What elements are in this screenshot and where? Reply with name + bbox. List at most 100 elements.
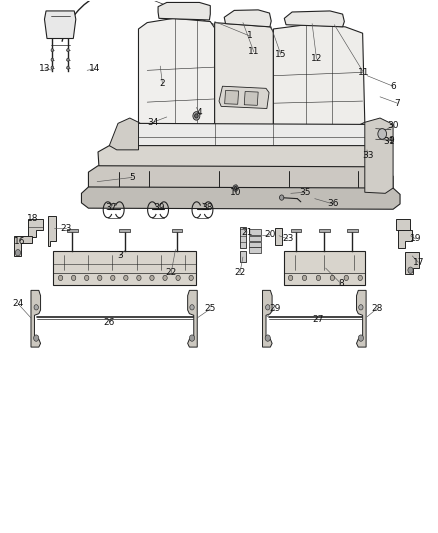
Polygon shape: [28, 219, 43, 237]
Polygon shape: [172, 229, 182, 232]
Circle shape: [233, 185, 238, 191]
Circle shape: [34, 335, 39, 341]
Circle shape: [279, 195, 284, 200]
Text: 14: 14: [89, 64, 101, 73]
Text: 22: 22: [234, 268, 246, 277]
Circle shape: [124, 275, 128, 280]
Text: 12: 12: [311, 54, 322, 63]
Polygon shape: [396, 219, 410, 237]
Polygon shape: [405, 252, 419, 274]
Polygon shape: [291, 229, 301, 232]
Text: 19: 19: [410, 235, 421, 244]
Polygon shape: [319, 229, 329, 232]
Polygon shape: [48, 216, 56, 246]
Circle shape: [189, 275, 193, 280]
Polygon shape: [398, 230, 412, 248]
Text: 3: 3: [117, 252, 123, 261]
Text: 17: 17: [413, 258, 424, 266]
Polygon shape: [357, 290, 366, 347]
Polygon shape: [284, 251, 364, 285]
Text: 34: 34: [147, 118, 159, 127]
Polygon shape: [250, 242, 261, 247]
Circle shape: [358, 275, 362, 280]
Polygon shape: [250, 229, 261, 235]
Polygon shape: [240, 227, 246, 248]
Circle shape: [358, 335, 364, 341]
Circle shape: [408, 267, 413, 273]
Polygon shape: [110, 118, 138, 150]
Polygon shape: [67, 229, 78, 232]
Polygon shape: [244, 92, 258, 106]
Text: 26: 26: [104, 318, 115, 327]
Circle shape: [67, 66, 69, 69]
Circle shape: [288, 275, 293, 280]
Text: 39: 39: [153, 203, 165, 212]
Polygon shape: [118, 123, 377, 151]
Text: 4: 4: [197, 108, 202, 117]
Text: 33: 33: [362, 151, 374, 160]
Polygon shape: [365, 118, 393, 193]
Polygon shape: [45, 11, 76, 38]
Polygon shape: [284, 11, 344, 27]
Circle shape: [265, 305, 270, 310]
Circle shape: [15, 249, 21, 256]
Circle shape: [302, 275, 307, 280]
Text: 29: 29: [269, 304, 280, 313]
Text: 28: 28: [371, 304, 382, 313]
Text: 36: 36: [327, 199, 339, 208]
Circle shape: [150, 275, 154, 280]
Polygon shape: [98, 146, 385, 172]
Circle shape: [67, 58, 69, 61]
Text: 1: 1: [247, 31, 252, 41]
Text: 11: 11: [248, 47, 260, 56]
Text: 38: 38: [201, 203, 212, 212]
Text: 22: 22: [166, 268, 177, 277]
Circle shape: [85, 275, 89, 280]
Polygon shape: [240, 251, 246, 262]
Text: 9: 9: [388, 136, 394, 146]
Polygon shape: [119, 229, 130, 232]
Polygon shape: [224, 10, 271, 27]
Text: 15: 15: [275, 50, 286, 59]
Circle shape: [193, 112, 200, 120]
Polygon shape: [250, 236, 261, 241]
Circle shape: [316, 275, 321, 280]
Text: 27: 27: [313, 315, 324, 324]
Circle shape: [194, 114, 198, 118]
Circle shape: [163, 275, 167, 280]
Text: 23: 23: [60, 224, 71, 233]
Circle shape: [189, 335, 194, 341]
Circle shape: [190, 305, 194, 310]
Polygon shape: [215, 22, 273, 133]
Text: 24: 24: [12, 299, 24, 308]
Text: 21: 21: [242, 228, 253, 237]
Circle shape: [58, 275, 63, 280]
Polygon shape: [262, 290, 272, 347]
Text: 16: 16: [14, 237, 25, 246]
Text: 30: 30: [387, 122, 399, 131]
Circle shape: [51, 58, 53, 61]
Polygon shape: [53, 251, 196, 285]
Text: 2: 2: [159, 79, 165, 88]
Text: 13: 13: [39, 64, 51, 73]
Circle shape: [344, 275, 349, 280]
Polygon shape: [275, 228, 282, 245]
Polygon shape: [225, 91, 239, 104]
Polygon shape: [250, 247, 261, 253]
Circle shape: [359, 305, 363, 310]
Circle shape: [137, 275, 141, 280]
Polygon shape: [273, 25, 365, 130]
Text: 8: 8: [338, 279, 344, 288]
Circle shape: [71, 275, 76, 280]
Text: 37: 37: [105, 203, 117, 212]
Circle shape: [34, 305, 39, 310]
Circle shape: [234, 187, 237, 190]
Circle shape: [67, 49, 69, 52]
Circle shape: [330, 275, 335, 280]
Text: 31: 31: [383, 138, 395, 147]
Circle shape: [51, 66, 53, 69]
Text: 35: 35: [300, 188, 311, 197]
Polygon shape: [81, 187, 400, 209]
Polygon shape: [31, 290, 41, 347]
Text: 23: 23: [282, 235, 293, 244]
